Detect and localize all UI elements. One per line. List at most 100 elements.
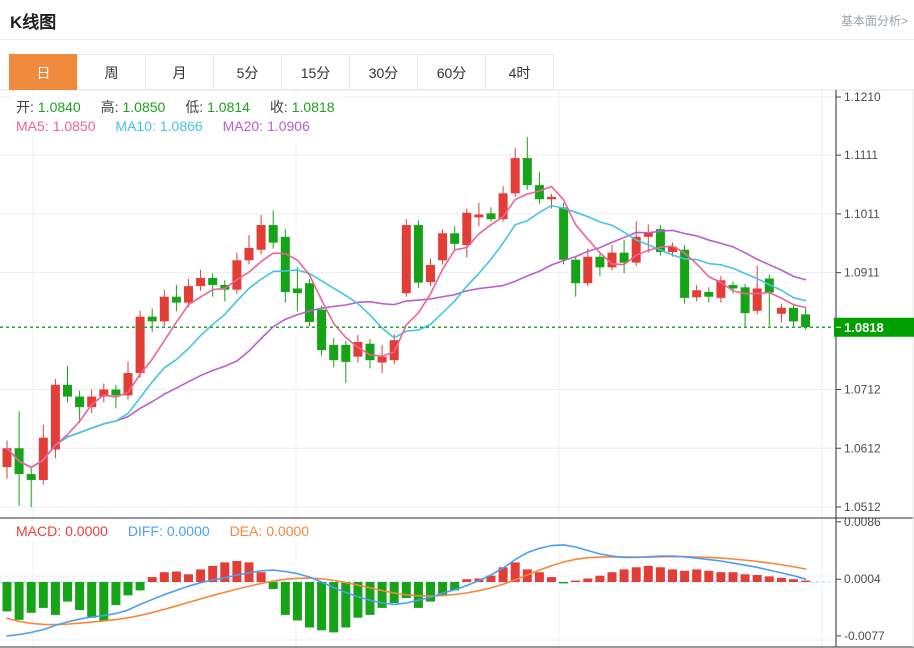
- macd-bar: [776, 577, 786, 582]
- macd-bar: [716, 572, 726, 582]
- macd-bar: [123, 582, 133, 596]
- macd-bar: [147, 577, 157, 582]
- candle-body: [389, 340, 399, 361]
- candle-body: [510, 158, 520, 194]
- low-label: 低:: [185, 99, 204, 115]
- macd-bar: [377, 582, 387, 608]
- candle-body: [147, 316, 157, 322]
- candle-body: [329, 344, 339, 361]
- price-axis: 1.1210 1.1111 1.1011 1.0911 1.0712 1.0612 1.05…: [836, 90, 881, 514]
- candle-body: [123, 373, 133, 396]
- candle-body: [75, 396, 85, 408]
- dea-value: 0.0000: [266, 523, 310, 539]
- macd-bar: [63, 582, 72, 602]
- tab-30min[interactable]: 30分: [349, 54, 418, 90]
- candle-body: [534, 185, 544, 200]
- ma20-value: 1.0906: [267, 118, 310, 134]
- candle-body: [365, 343, 375, 361]
- candle-body: [135, 316, 145, 374]
- candle-body: [256, 225, 266, 250]
- open-value: 1.0840: [37, 99, 81, 115]
- axis-tick-label: 1.0712: [844, 383, 881, 397]
- macd-bar: [728, 572, 738, 582]
- ma10-value: 1.0866: [159, 118, 203, 134]
- candle-body: [99, 389, 109, 397]
- tab-day[interactable]: 日: [9, 54, 78, 90]
- candle-body: [655, 229, 665, 253]
- candle-body: [2, 448, 12, 468]
- candles-layer: [2, 136, 811, 507]
- candle-body: [764, 278, 774, 293]
- macd-bar: [462, 579, 472, 582]
- candle-body: [377, 356, 387, 363]
- candle-body: [619, 252, 629, 263]
- macd-bar: [317, 582, 327, 631]
- macd-bar: [232, 561, 242, 582]
- candle-body: [716, 280, 726, 298]
- macd-bar: [595, 575, 605, 582]
- macd-bar: [220, 562, 230, 582]
- macd-bar: [14, 582, 24, 620]
- ma5-value: 1.0850: [52, 118, 96, 134]
- candle-body: [171, 296, 181, 303]
- candle-body: [63, 384, 72, 397]
- macd-legend: MACD: 0.0000 DIFF: 0.0000 DEA: 0.0000: [12, 522, 318, 540]
- tab-5min[interactable]: 5分: [213, 54, 282, 90]
- page-title: K线图: [10, 13, 57, 32]
- candle-body: [280, 236, 290, 293]
- macd-bar: [498, 567, 508, 582]
- candle-body: [413, 225, 423, 283]
- ma20-line: [6, 229, 807, 469]
- macd-bar: [50, 582, 60, 615]
- high-label: 高:: [100, 99, 119, 115]
- macd-bar: [171, 571, 181, 582]
- tab-60min[interactable]: 60分: [417, 54, 486, 90]
- candle-body: [728, 284, 738, 289]
- candle-body: [740, 287, 750, 314]
- candle-body: [268, 225, 278, 243]
- macd-bar: [196, 569, 206, 582]
- candle-body: [522, 158, 532, 186]
- macd-bar: [256, 572, 266, 582]
- fundamental-analysis-link[interactable]: 基本面分析>: [840, 14, 908, 28]
- candle-body: [184, 286, 193, 303]
- macd-bar: [329, 582, 339, 633]
- diff-label: DIFF:: [127, 523, 163, 539]
- tab-4hour[interactable]: 4时: [485, 54, 554, 90]
- macd-bar: [38, 582, 48, 608]
- macd-bar: [208, 565, 218, 582]
- macd-bar: [704, 570, 714, 582]
- candle-body: [317, 309, 327, 351]
- candle-body: [353, 341, 363, 357]
- current-price-value: 1.0818: [844, 320, 884, 335]
- candle-body: [159, 296, 169, 322]
- tab-week[interactable]: 周: [77, 54, 146, 90]
- candle-body: [50, 384, 60, 450]
- axis-tick-label: 1.1011: [844, 207, 880, 221]
- candle-body: [547, 196, 556, 200]
- candle-body: [244, 247, 254, 261]
- ma10-line: [6, 204, 807, 469]
- macd-bar: [87, 582, 97, 618]
- macd-bar: [559, 582, 569, 584]
- macd-bar: [365, 582, 375, 615]
- macd-bar: [692, 569, 702, 582]
- candle-body: [607, 252, 617, 268]
- macd-bar: [571, 580, 581, 582]
- macd-bar: [619, 569, 629, 582]
- ma20-label: MA20:: [222, 118, 264, 134]
- tab-month[interactable]: 月: [145, 54, 214, 90]
- macd-bar: [426, 582, 435, 602]
- macd-axis: 0.0086 0.0004 -0.0077: [836, 515, 885, 643]
- macd-bar: [643, 565, 653, 582]
- ma5-line: [6, 185, 807, 469]
- macd-bar: [75, 582, 85, 610]
- candle-body: [692, 290, 702, 298]
- candle-body: [438, 233, 448, 261]
- tab-15min[interactable]: 15分: [281, 54, 350, 90]
- diff-value: 0.0000: [166, 523, 210, 539]
- macd-bar: [752, 575, 762, 582]
- widget-header: K线图 基本面分析>: [0, 0, 914, 40]
